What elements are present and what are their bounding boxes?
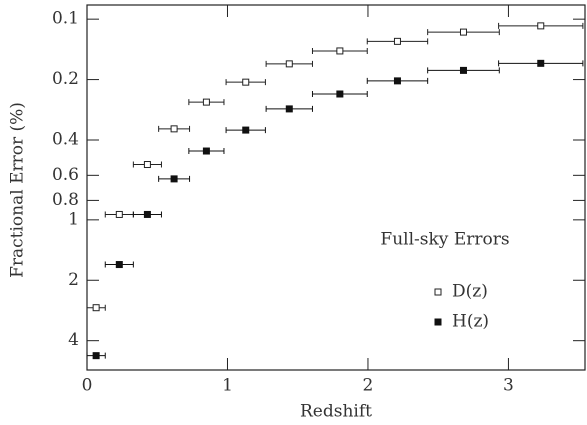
- marker: [170, 175, 178, 183]
- x-tick-label: 3: [503, 376, 514, 396]
- marker: [92, 352, 100, 360]
- y-tick-label: 4: [68, 330, 79, 350]
- marker: [393, 77, 401, 85]
- annotation: Full-sky Errors: [380, 230, 509, 250]
- marker: [202, 98, 210, 106]
- marker: [115, 261, 123, 269]
- y-tick-label: 0.1: [52, 9, 79, 29]
- marker: [537, 59, 545, 67]
- marker: [285, 105, 293, 113]
- marker: [459, 66, 467, 74]
- marker: [242, 78, 250, 86]
- x-tick-label: 0: [82, 376, 93, 396]
- marker: [285, 60, 293, 68]
- marker: [115, 210, 123, 218]
- marker: [336, 47, 344, 55]
- legend-label: H(z): [452, 312, 489, 332]
- y-tick-label: 0.8: [52, 190, 79, 210]
- marker: [242, 126, 250, 134]
- legend-label: D(z): [452, 282, 488, 302]
- marker: [336, 90, 344, 98]
- y-axis-label: Fractional Error (%): [8, 102, 28, 278]
- y-tick-label: 0.2: [52, 69, 79, 89]
- marker: [170, 125, 178, 133]
- marker: [459, 28, 467, 36]
- marker: [393, 37, 401, 45]
- marker: [537, 22, 545, 30]
- y-tick-label: 2: [68, 270, 79, 290]
- marker: [202, 147, 210, 155]
- legend-marker: [434, 288, 442, 296]
- x-axis-label: Redshift: [300, 402, 372, 422]
- y-tick-label: 1: [68, 209, 79, 229]
- plot-frame: [86, 4, 586, 371]
- marker: [143, 161, 151, 169]
- y-tick-label: 0.6: [52, 165, 79, 185]
- legend-marker: [434, 318, 442, 326]
- x-tick-label: 1: [222, 376, 233, 396]
- x-tick-label: 2: [363, 376, 374, 396]
- marker: [143, 210, 151, 218]
- y-tick-label: 0.4: [52, 129, 79, 149]
- marker: [92, 304, 100, 312]
